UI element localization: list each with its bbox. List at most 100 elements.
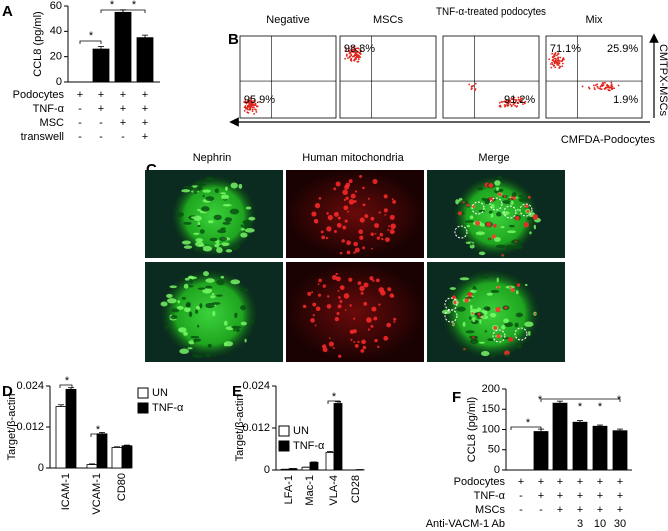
stain: [372, 279, 375, 282]
stain: [344, 309, 347, 311]
stain: [240, 321, 247, 326]
condition-sign: +: [120, 103, 126, 115]
event-dot: [246, 100, 249, 103]
event-dot: [559, 56, 562, 59]
event-dot: [521, 100, 523, 103]
stain: [523, 221, 529, 228]
event-dot: [513, 101, 516, 104]
event-dot: [552, 56, 554, 59]
stain: [511, 192, 517, 198]
stain: [491, 203, 495, 209]
stain: [336, 222, 342, 228]
stain: [333, 187, 337, 191]
event-dot: [509, 100, 512, 103]
stain: [384, 214, 387, 216]
stain: [220, 227, 226, 230]
event-dot: [357, 47, 360, 50]
y-tick-label: 150: [482, 403, 500, 415]
stain: [381, 237, 384, 241]
stain: [392, 199, 397, 204]
stain: [225, 186, 228, 191]
stain: [170, 315, 178, 320]
flow-plot-title: MSCs: [373, 14, 403, 26]
event-dot: [510, 98, 513, 100]
stain: [354, 344, 359, 348]
condition-sign: +: [577, 490, 583, 502]
y-tick-label: 0: [56, 76, 62, 88]
stain: [475, 231, 486, 236]
event-dot: [554, 60, 557, 63]
stain: [502, 336, 510, 340]
condition-sign: -: [519, 504, 523, 516]
stain: [477, 187, 484, 191]
stain: [363, 282, 369, 288]
stain: [325, 236, 329, 240]
legend-label: TNF-α: [152, 402, 184, 414]
condition-sign: 10: [594, 518, 606, 530]
stain: [515, 290, 519, 295]
stain: [362, 345, 367, 350]
condition-sign: +: [77, 89, 83, 101]
event-dot: [474, 89, 476, 92]
event-dot: [604, 87, 607, 90]
stain: [489, 312, 497, 318]
stain: [346, 250, 351, 255]
stain: [231, 325, 242, 329]
stain: [328, 341, 334, 347]
event-dot: [253, 99, 256, 102]
stain: [497, 192, 502, 197]
stain: [388, 225, 390, 228]
stain: [166, 293, 173, 298]
cell-marker: [519, 203, 533, 217]
stain: [378, 211, 381, 214]
stain: [496, 277, 499, 283]
event-dot: [551, 61, 553, 64]
event-dot: [357, 56, 360, 59]
condition-sign: +: [142, 117, 148, 129]
stain: [387, 287, 392, 292]
event-dot: [254, 104, 257, 106]
event-dot: [609, 86, 612, 89]
stain: [350, 193, 356, 199]
stain: [220, 192, 227, 195]
stain: [363, 301, 368, 306]
event-dot: [558, 67, 561, 69]
event-dot: [245, 102, 248, 105]
stain: [181, 189, 191, 193]
event-dot: [256, 105, 259, 108]
stain: [370, 324, 374, 328]
stain: [344, 184, 350, 190]
glomerulus: [172, 176, 256, 256]
stain: [504, 322, 514, 328]
event-dot: [518, 99, 521, 102]
stain: [452, 323, 455, 326]
stain: [235, 328, 240, 332]
stain: [169, 285, 177, 289]
stain: [488, 183, 494, 188]
stain: [501, 324, 506, 330]
stain: [312, 314, 315, 317]
significance-bracket: [59, 384, 73, 388]
stain: [359, 285, 365, 292]
stain: [469, 338, 479, 345]
y-tick-label: 0: [494, 464, 500, 476]
event-dot: [557, 52, 560, 55]
stain: [375, 278, 380, 283]
event-dot: [348, 55, 351, 58]
stain: [389, 229, 395, 235]
stain: [361, 339, 366, 345]
condition-sign: +: [557, 476, 563, 488]
stain: [348, 182, 350, 185]
stain: [342, 189, 348, 196]
condition-sign: -: [539, 504, 543, 516]
event-dot: [255, 111, 258, 113]
event-dot: [559, 65, 562, 68]
stain: [367, 197, 370, 200]
stain: [232, 246, 239, 251]
stain: [366, 317, 372, 323]
stain: [462, 321, 466, 327]
stain: [239, 286, 243, 292]
stain: [472, 336, 475, 339]
y-axis-label: CCL8 (pg/ml): [32, 11, 44, 76]
y-axis-label: Target/β-actin: [6, 394, 18, 461]
